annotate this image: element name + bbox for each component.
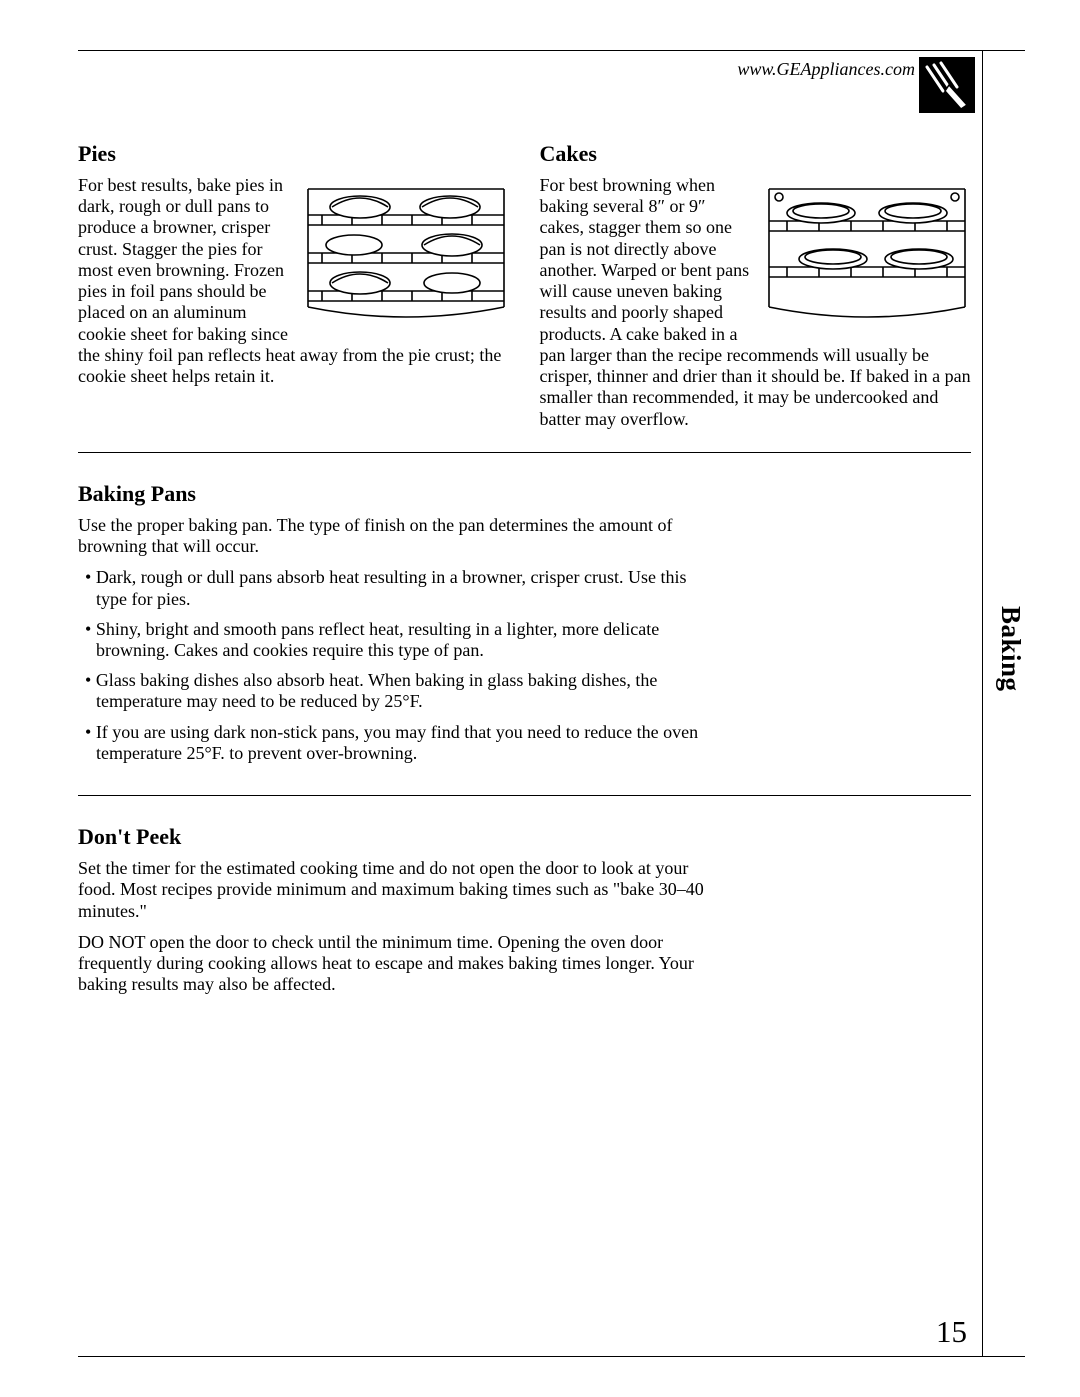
list-item: Glass baking dishes also absorb heat. Wh… <box>78 670 718 712</box>
list-item: Dark, rough or dull pans absorb heat res… <box>78 567 718 609</box>
side-tab-label: Baking <box>995 606 1026 692</box>
baking-pans-intro: Use the proper baking pan. The type of f… <box>78 515 718 557</box>
page-right-rule <box>982 51 984 1356</box>
dont-peek-section: Don't Peek Set the timer for the estimat… <box>78 796 971 1027</box>
list-item: If you are using dark non-stick pans, yo… <box>78 722 718 764</box>
baking-pans-section: Baking Pans Use the proper baking pan. T… <box>78 453 971 796</box>
header-url: www.GEAppliances.com <box>737 59 915 80</box>
dont-peek-p1: Set the timer for the estimated cooking … <box>78 858 718 922</box>
cakes-section: Cakes <box>540 141 972 430</box>
page-content: Pies <box>78 51 1025 1028</box>
dont-peek-title: Don't Peek <box>78 824 971 850</box>
section-icon <box>919 57 975 113</box>
page-header: www.GEAppliances.com <box>737 57 975 113</box>
pies-title: Pies <box>78 141 510 167</box>
list-item: Shiny, bright and smooth pans reflect he… <box>78 619 718 661</box>
cakes-oven-illustration <box>763 177 971 335</box>
page-number: 15 <box>936 1314 967 1350</box>
pies-cakes-row: Pies <box>78 141 971 453</box>
page-frame: www.GEAppliances.com Pies <box>78 50 1025 1357</box>
dont-peek-p2: DO NOT open the door to check until the … <box>78 932 718 996</box>
pies-section: Pies <box>78 141 510 430</box>
baking-pans-list: Dark, rough or dull pans absorb heat res… <box>78 567 718 764</box>
cakes-title: Cakes <box>540 141 972 167</box>
pies-oven-illustration <box>302 177 510 335</box>
baking-pans-title: Baking Pans <box>78 481 971 507</box>
